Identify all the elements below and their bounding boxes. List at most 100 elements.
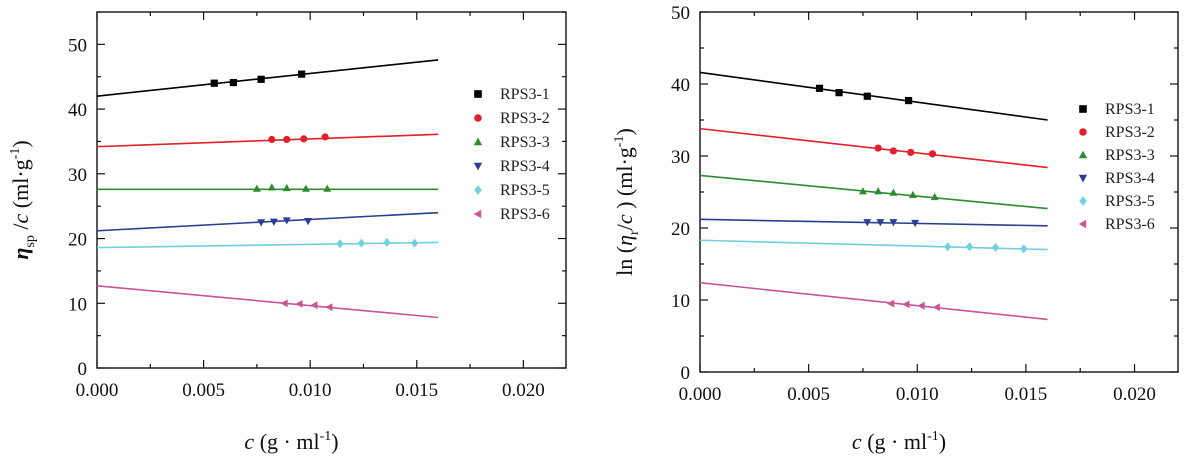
data-point [304, 218, 313, 226]
data-point [325, 303, 333, 312]
fit-line [96, 241, 439, 249]
series-rps3-6 [699, 281, 1048, 321]
series-rps3-5 [699, 239, 1048, 254]
series-rps3-4 [96, 211, 439, 232]
x-tick-label: 0.010 [896, 384, 939, 405]
y-tick-label: 20 [68, 230, 87, 251]
data-point [252, 184, 261, 192]
data-point [907, 148, 915, 156]
data-point [965, 242, 974, 252]
series-rps3-4 [699, 218, 1048, 228]
data-point [917, 301, 925, 310]
x-tick-label: 0.015 [1005, 384, 1048, 405]
legend-entry: RPS3-3 [473, 134, 550, 151]
data-point [928, 150, 937, 158]
data-point [210, 79, 218, 87]
fit-line [699, 127, 1048, 169]
x-tick-label: 0.000 [679, 384, 722, 405]
data-point [863, 219, 872, 227]
legend-marker [1079, 128, 1087, 136]
legend-label: RPS3-3 [1105, 147, 1155, 164]
data-point [889, 219, 898, 227]
legend-marker [1079, 196, 1087, 206]
series-rps3-2 [96, 133, 439, 148]
data-point [268, 135, 276, 144]
legend-entry: RPS3-4 [1078, 170, 1155, 187]
legend-entry: RPS3-5 [474, 182, 550, 199]
data-point [876, 219, 885, 227]
y-axis-title: ln (ηr/c ) (ml·g-1) [612, 128, 642, 276]
x-axis-title: c (g · ml-1) [852, 429, 946, 454]
legend-entry: RPS3-4 [473, 158, 550, 175]
data-point [932, 303, 940, 312]
legend-entry: RPS3-1 [1079, 101, 1155, 118]
legend-marker [1078, 219, 1087, 229]
legend-marker [473, 162, 483, 171]
fit-line [96, 211, 439, 232]
legend-label: RPS3-2 [500, 110, 550, 127]
data-point [1020, 244, 1028, 254]
x-tick-label: 0.020 [1113, 384, 1156, 405]
series-rps3-6 [96, 284, 439, 319]
data-point [229, 78, 238, 87]
data-point [815, 84, 824, 92]
data-point [944, 242, 952, 252]
data-point [257, 75, 265, 83]
legend-marker [473, 209, 482, 219]
x-axis-title: c (g · ml-1) [244, 429, 338, 454]
legend-entry: RPS3-6 [473, 206, 550, 223]
series-rps3-3 [97, 183, 439, 192]
data-point [858, 187, 867, 195]
legend-entry: RPS3-2 [1079, 124, 1155, 141]
legend-label: RPS3-5 [1105, 193, 1155, 210]
fit-line [699, 71, 1048, 121]
legend-label: RPS3-6 [1105, 216, 1155, 233]
data-point [283, 135, 291, 144]
fit-line [96, 284, 439, 319]
legend-label: RPS3-3 [500, 134, 550, 151]
data-point [301, 184, 310, 192]
y-tick-label: 10 [68, 294, 87, 315]
legend-marker [474, 90, 482, 98]
legend-entry: RPS3-2 [474, 110, 550, 127]
data-point [298, 70, 306, 78]
legend-marker [1079, 105, 1087, 113]
y-tick-label: 30 [671, 147, 690, 168]
x-tick-label: 0.005 [182, 380, 225, 401]
data-point [889, 147, 897, 155]
data-point [282, 183, 291, 192]
data-point [300, 135, 308, 143]
legend-entry: RPS3-3 [1078, 147, 1155, 164]
legend-label: RPS3-6 [500, 206, 550, 223]
y-tick-label: 0 [681, 363, 691, 384]
legend-marker [473, 137, 483, 146]
data-point [930, 192, 939, 201]
series-rps3-5 [96, 237, 439, 249]
legend-label: RPS3-4 [1105, 170, 1155, 187]
fit-line [699, 174, 1048, 210]
fit-line [699, 218, 1048, 227]
legend-label: RPS3-1 [1105, 101, 1155, 118]
chart-panel-1: 0.000 0.005 0.010 0.015 0.020 0 10 20 30 40 50 c (g… [8, 11, 567, 454]
data-point [282, 217, 291, 225]
x-tick-label: 0.010 [289, 380, 332, 401]
data-point [863, 92, 871, 100]
data-point [889, 188, 898, 196]
y-tick-label: 40 [68, 100, 87, 121]
legend-entry: RPS3-5 [1079, 193, 1155, 210]
fit-line [96, 133, 439, 148]
data-point [323, 184, 332, 192]
y-tick-label: 20 [671, 219, 690, 240]
fit-line [699, 239, 1048, 251]
data-point [874, 144, 882, 152]
series-rps3-1 [96, 59, 439, 97]
data-point [269, 218, 278, 226]
x-tick-label: 0.000 [76, 380, 119, 401]
data-point [991, 242, 1000, 252]
series-rps3-1 [699, 71, 1048, 121]
data-point [357, 238, 365, 248]
legend-label: RPS3-5 [500, 182, 550, 199]
series-rps3-2 [699, 127, 1048, 169]
fit-line [699, 281, 1048, 321]
data-point [310, 301, 318, 310]
